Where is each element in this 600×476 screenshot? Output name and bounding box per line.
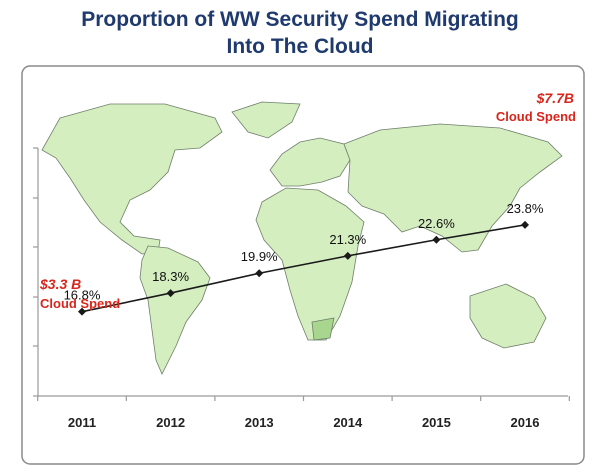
annotation-2016: $7.7B Cloud Spend bbox=[496, 90, 576, 124]
annotation-2016-text: Cloud Spend bbox=[496, 109, 576, 124]
asia-shape bbox=[343, 123, 563, 253]
x-tick-label: 2013 bbox=[245, 415, 274, 430]
data-label: 18.3% bbox=[152, 269, 189, 284]
greenland-shape bbox=[231, 101, 301, 139]
data-point-marker bbox=[166, 289, 175, 298]
data-point-marker bbox=[78, 307, 86, 316]
annotation-2011-text: Cloud Spend bbox=[40, 296, 120, 311]
south-america-shape bbox=[139, 245, 211, 375]
data-labels: 16.8% 18.3% 19.9% 21.3% 22.6% 23.8% bbox=[64, 201, 544, 303]
x-tick-label: 2011 bbox=[68, 415, 96, 430]
chart-title-line-2: Into The Cloud bbox=[226, 35, 374, 58]
north-america-shape bbox=[41, 103, 223, 255]
australia-shape bbox=[469, 283, 547, 349]
world-map bbox=[41, 101, 563, 375]
series-lines bbox=[81, 224, 526, 313]
data-label: 19.9% bbox=[241, 249, 278, 264]
x-tick-label: 2015 bbox=[422, 415, 451, 430]
data-label: 21.3% bbox=[329, 232, 366, 247]
x-axis-tick-labels: 2011 2012 2013 2014 2015 2016 bbox=[68, 415, 540, 430]
southern-africa-highlight bbox=[311, 317, 335, 341]
series-line bbox=[81, 224, 526, 313]
data-point-marker bbox=[343, 251, 352, 260]
data-point-marker bbox=[255, 269, 264, 278]
data-label: 22.6% bbox=[418, 216, 455, 231]
annotation-2011-value: $3.3 B bbox=[39, 276, 81, 292]
data-point-marker bbox=[521, 220, 529, 229]
annotation-2011: $3.3 B Cloud Spend bbox=[39, 276, 120, 311]
x-tick-label: 2014 bbox=[333, 415, 363, 430]
chart-title: Proportion of WW Security Spend Migratin… bbox=[0, 6, 600, 60]
data-label: 23.8% bbox=[507, 201, 544, 216]
x-tick-label: 2016 bbox=[511, 415, 540, 430]
series-markers bbox=[78, 220, 529, 316]
x-tick-label: 2012 bbox=[156, 415, 185, 430]
annotation-2016-value: $7.7B bbox=[536, 90, 574, 106]
data-label: 16.8% bbox=[64, 288, 101, 303]
chart-title-line-1: Proportion of WW Security Spend Migratin… bbox=[81, 8, 519, 31]
data-point-marker bbox=[432, 235, 441, 244]
x-axis-ticks bbox=[37, 396, 570, 401]
